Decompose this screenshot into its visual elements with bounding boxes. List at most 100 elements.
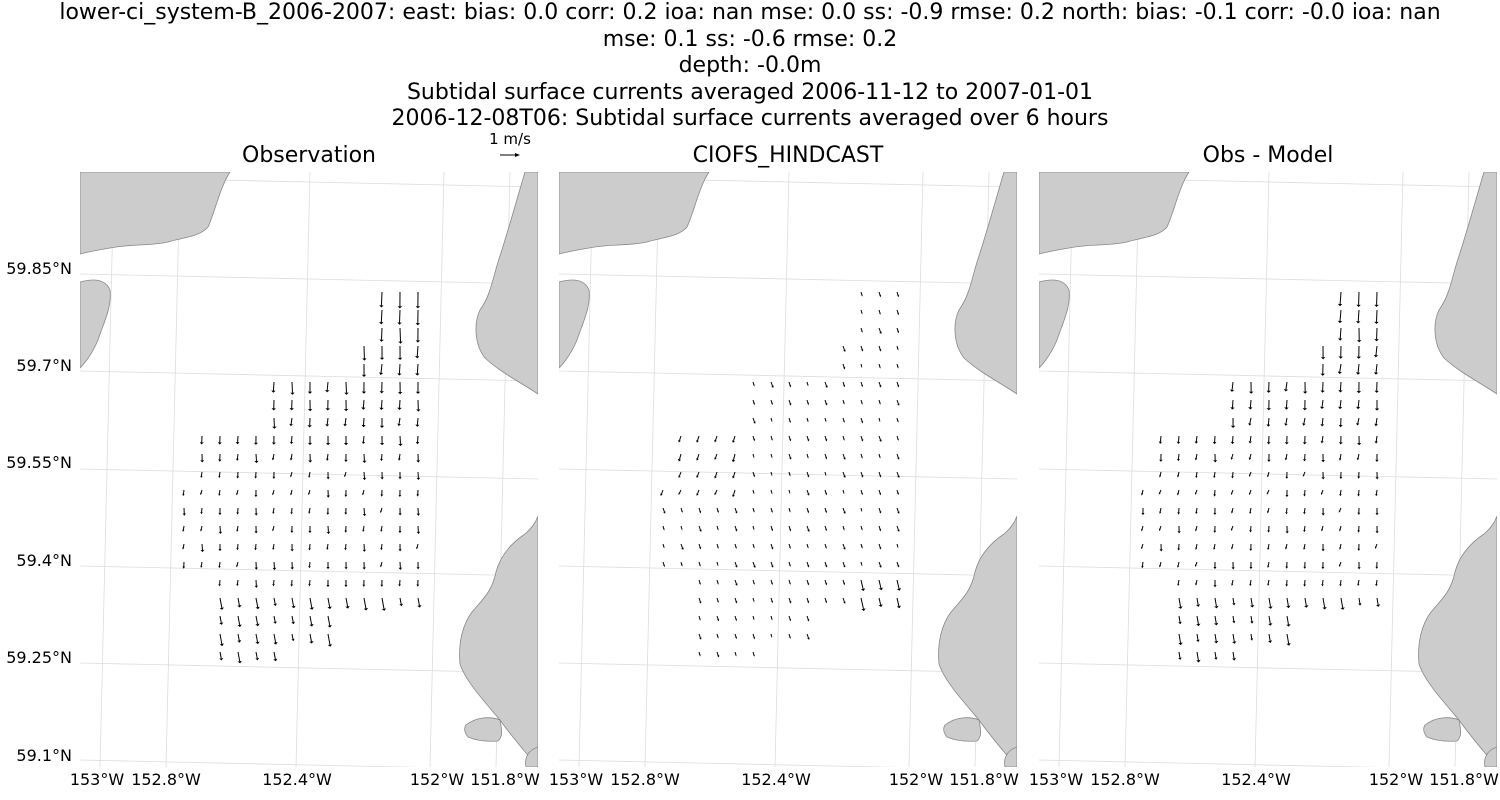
current-vector [896, 309, 899, 314]
current-vector [860, 453, 863, 457]
current-vector [842, 345, 845, 351]
current-vector-head [753, 402, 755, 406]
current-vector-head [696, 493, 699, 496]
current-vector-head [843, 367, 846, 370]
current-vector-head [200, 492, 202, 496]
lon-tick-label: 151.8°W [1429, 770, 1499, 789]
land-polygon [525, 746, 538, 767]
current-vector-head [1266, 390, 1271, 393]
current-vector [842, 471, 845, 477]
current-vector [1231, 507, 1234, 512]
current-vector [752, 561, 755, 567]
current-vector-head [397, 458, 401, 461]
current-vector-head [380, 584, 384, 587]
current-vector-head [731, 459, 736, 463]
current-vector [824, 507, 827, 512]
current-vector-head [717, 636, 719, 639]
current-vector-head [714, 492, 717, 496]
current-vector [290, 471, 293, 476]
graticule-lat-line [559, 468, 1017, 480]
current-vector-head [843, 528, 845, 531]
current-vector-head [897, 330, 900, 334]
current-vector [752, 435, 755, 440]
current-vector [860, 345, 863, 350]
current-vector-head [290, 392, 295, 395]
current-vector [860, 309, 863, 313]
current-vector [1195, 579, 1198, 584]
panel-title-model: CIOFS_HINDCAST [692, 143, 884, 168]
current-vector-head [325, 443, 331, 446]
current-vector-head [1159, 475, 1162, 478]
current-vector-head [897, 403, 900, 406]
current-vector-head [1213, 547, 1216, 550]
current-vector-head [897, 420, 899, 423]
current-vector-head [825, 546, 827, 549]
current-vector [309, 615, 313, 625]
current-vector [896, 489, 899, 494]
current-vector-head [734, 654, 737, 657]
current-vector [806, 597, 809, 602]
current-vector-head [1373, 372, 1379, 375]
current-vector-head [380, 510, 382, 514]
current-vector [1195, 525, 1198, 530]
current-vector [1249, 471, 1252, 476]
current-vector-head [843, 601, 846, 604]
current-vector-head [398, 477, 402, 480]
current-vector [878, 489, 881, 494]
current-vector-head [770, 618, 773, 621]
current-vector-head [789, 582, 791, 585]
current-vector-head [273, 658, 278, 662]
current-vector-head [273, 621, 277, 624]
current-vector [698, 543, 701, 548]
current-vector-head [1178, 621, 1182, 625]
current-vector-head [1339, 547, 1342, 550]
current-vector [1375, 543, 1378, 548]
current-vector-head [379, 322, 384, 325]
current-vector-head [1375, 459, 1379, 462]
current-vector-head [825, 565, 828, 568]
current-vector-head [860, 563, 863, 567]
current-vector-head [663, 564, 665, 568]
current-vector-head [1159, 511, 1162, 514]
current-vector [1285, 417, 1288, 424]
current-vector [679, 489, 682, 494]
current-vector [1267, 489, 1270, 493]
current-vector-head [362, 513, 367, 517]
current-vector [734, 579, 737, 584]
current-vector-head [272, 547, 275, 550]
current-vector-head [327, 625, 332, 628]
current-vector-head [1230, 528, 1233, 532]
current-vector-head [1321, 584, 1324, 587]
current-vector-head [879, 294, 882, 298]
current-vector-head [398, 494, 402, 497]
current-vector-head [1304, 605, 1309, 608]
current-vector-head [735, 618, 737, 622]
current-vector-head [825, 510, 827, 514]
current-vector-head [879, 475, 882, 478]
current-vector [219, 597, 223, 608]
current-vector-head [308, 565, 311, 569]
current-vector-head [714, 475, 717, 479]
current-vector [380, 525, 383, 530]
current-vector-head [361, 441, 366, 445]
current-vector-head [897, 312, 899, 316]
current-vector [1267, 471, 1270, 476]
current-vector [896, 435, 899, 439]
current-vector-head [860, 365, 863, 369]
current-vector-head [824, 473, 827, 477]
current-vector-head [325, 424, 330, 427]
current-vector [1303, 417, 1306, 424]
current-vector-head [1374, 546, 1377, 549]
current-vector [752, 399, 755, 404]
current-vector-head [789, 457, 792, 460]
current-vector-head [789, 528, 792, 532]
current-vector-head [879, 492, 882, 496]
current-vector [1286, 615, 1289, 625]
current-vector [362, 489, 365, 494]
current-vector-head [218, 548, 222, 552]
current-vector-head [897, 457, 900, 460]
land-polygon [1039, 279, 1070, 369]
current-vector-head [897, 475, 900, 478]
current-vector [770, 453, 773, 457]
current-vector-head [1159, 549, 1163, 552]
